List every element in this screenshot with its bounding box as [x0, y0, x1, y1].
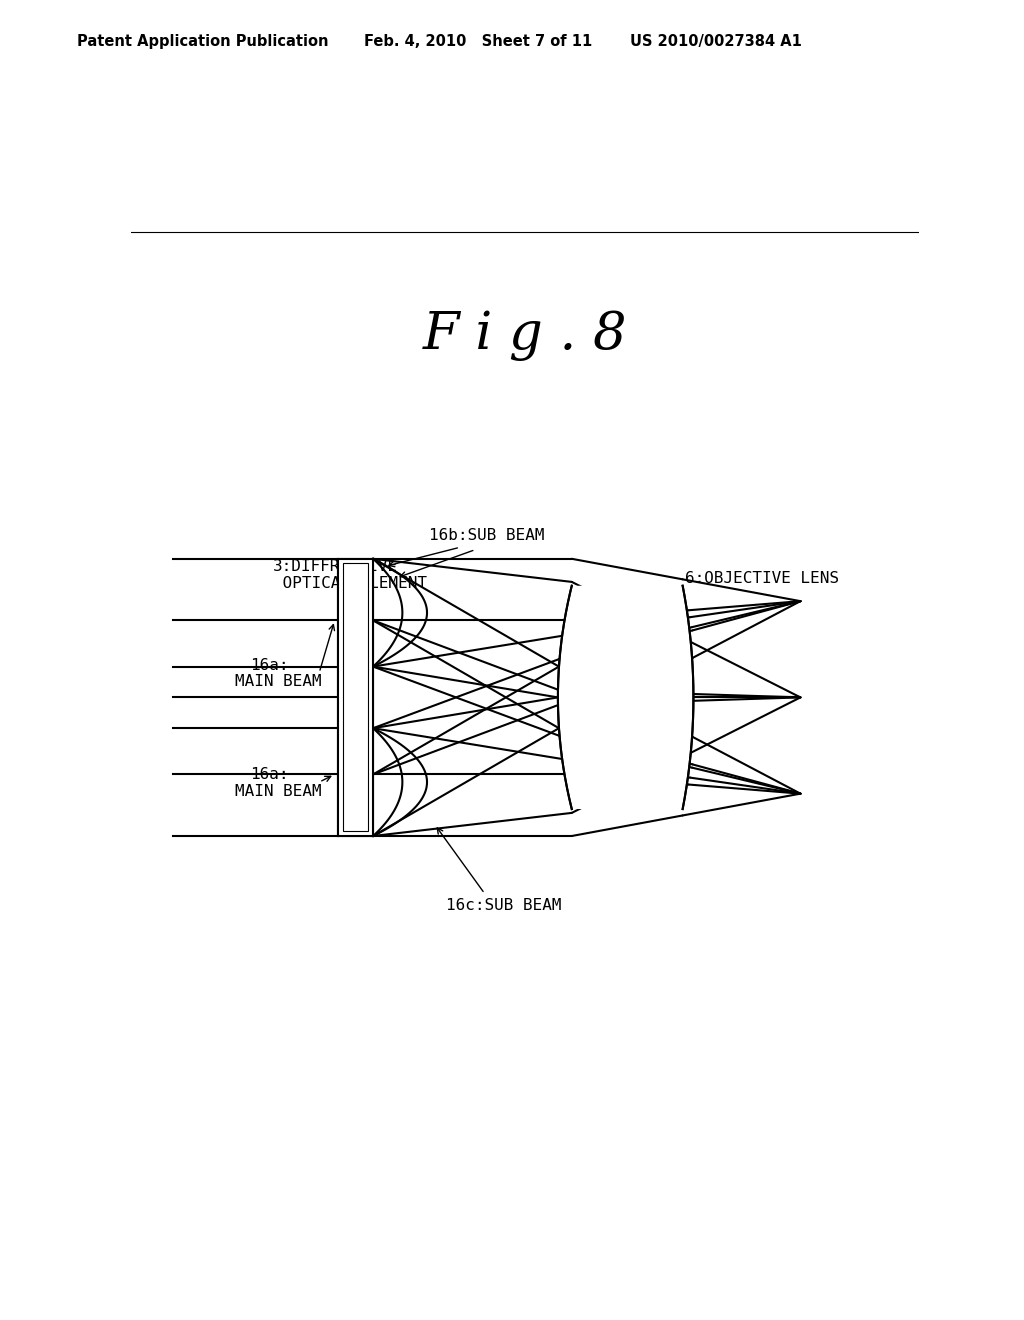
Text: US 2010/0027384 A1: US 2010/0027384 A1	[630, 34, 802, 49]
Bar	[343, 564, 369, 832]
Text: 16a:: 16a:	[250, 767, 289, 781]
Text: 16b:SUB BEAM: 16b:SUB BEAM	[429, 528, 545, 544]
Text: F i g . 8: F i g . 8	[423, 310, 627, 360]
Text: 16a:: 16a:	[250, 657, 289, 673]
Text: 6:OBJECTIVE LENS: 6:OBJECTIVE LENS	[685, 570, 839, 586]
Text: MAIN BEAM: MAIN BEAM	[234, 784, 322, 799]
Text: 3:DIFFRACTIVE: 3:DIFFRACTIVE	[273, 558, 398, 574]
Polygon shape	[558, 586, 693, 809]
Text: Patent Application Publication: Patent Application Publication	[77, 34, 329, 49]
Bar	[339, 558, 373, 836]
Text: 16c:SUB BEAM: 16c:SUB BEAM	[446, 898, 562, 913]
Text: Feb. 4, 2010   Sheet 7 of 11: Feb. 4, 2010 Sheet 7 of 11	[364, 34, 592, 49]
Text: OPTICAL ELEMENT: OPTICAL ELEMENT	[273, 576, 427, 591]
Text: MAIN BEAM: MAIN BEAM	[234, 675, 322, 689]
Bar	[339, 558, 373, 836]
